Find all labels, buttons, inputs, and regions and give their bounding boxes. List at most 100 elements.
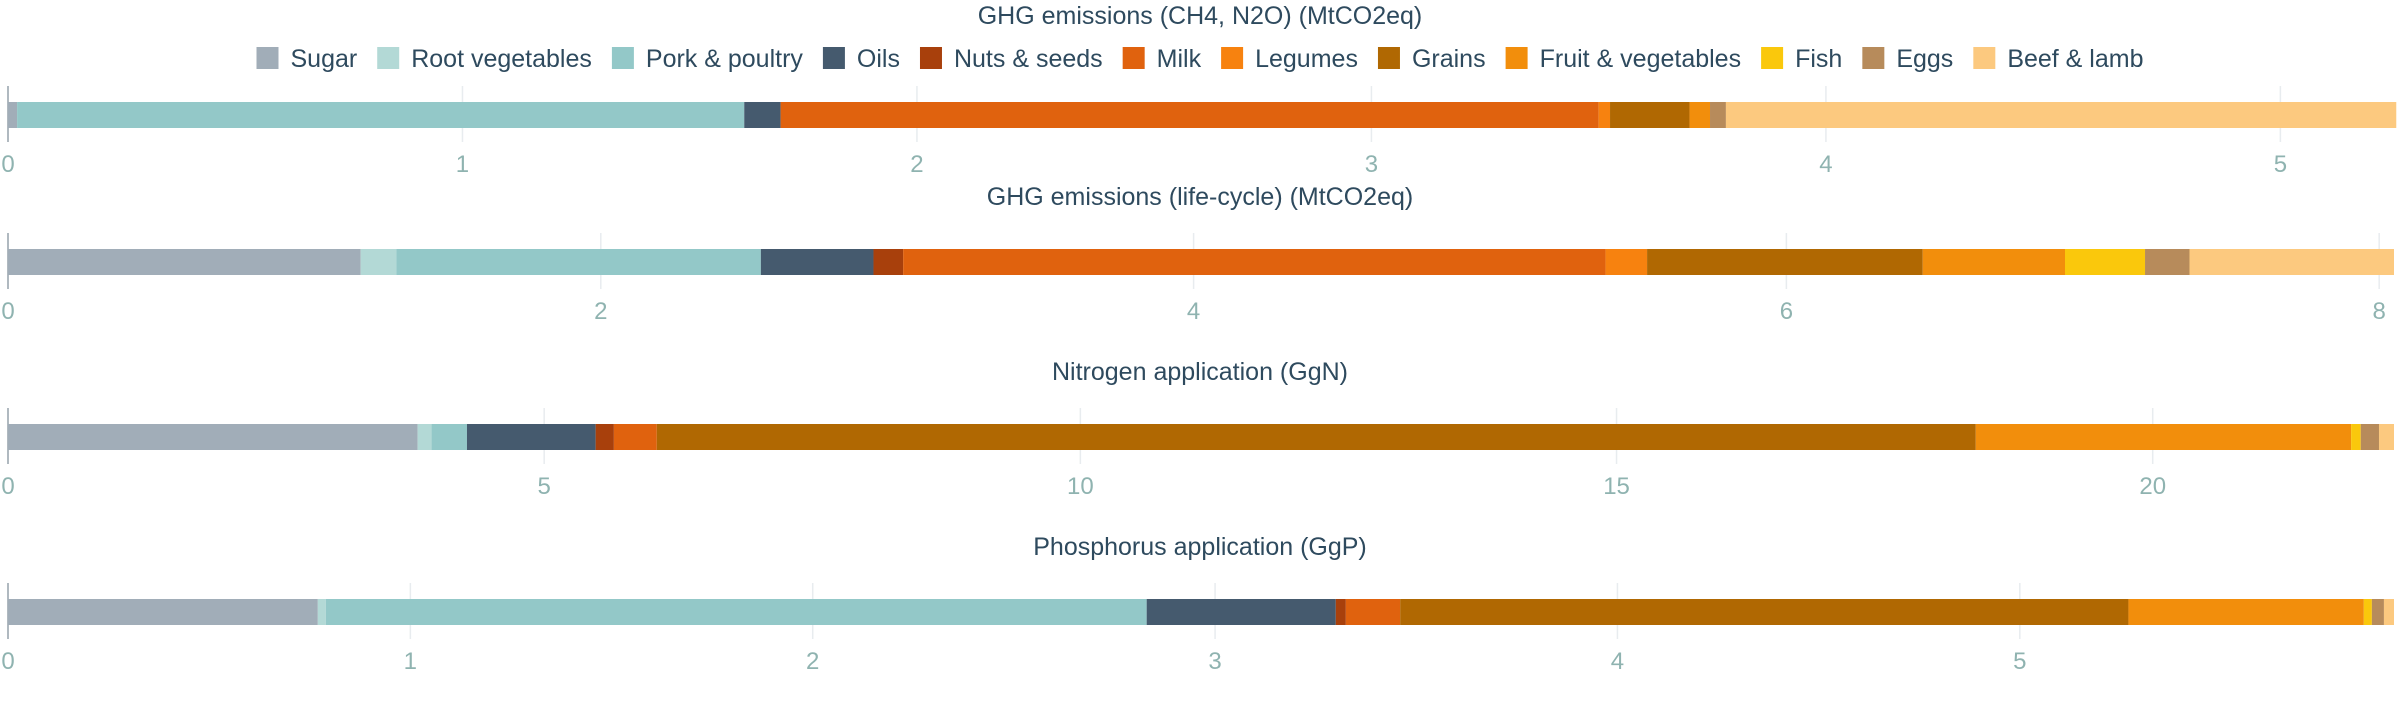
x-tick-label: 6: [1780, 298, 1793, 325]
bar-segment-grains[interactable]: [1400, 599, 2129, 625]
bar-segment-grains[interactable]: [1610, 102, 1690, 128]
legend-label: Grains: [1412, 45, 1486, 73]
legend-item-grains[interactable]: Grains: [1377, 45, 1486, 73]
bar-segment-milk[interactable]: [613, 424, 657, 450]
bar-segment-fruit-and-vegetables[interactable]: [1689, 102, 1711, 128]
legend-item-eggs[interactable]: Eggs: [1862, 45, 1953, 73]
bar-segment-sugar[interactable]: [8, 599, 318, 625]
bar-segment-pork-and-poultry[interactable]: [396, 249, 761, 275]
bar-segment-eggs[interactable]: [2371, 599, 2384, 625]
bar-segment-milk[interactable]: [1345, 599, 1401, 625]
x-tick-label: 3: [1208, 648, 1221, 675]
chart-panels: GHG emissions (CH4, N2O) (MtCO2eq) 0 1 2 3 4 5…: [1, 2, 2397, 675]
chart-panel-2: GHG emissions (life-cycle) (MtCO2eq) 0 2 4 6…: [1, 183, 2394, 325]
bar-segment-eggs[interactable]: [1710, 102, 1726, 128]
bar-segment-fruit-and-vegetables[interactable]: [2128, 599, 2364, 625]
bar-segment-milk[interactable]: [780, 102, 1599, 128]
bar-segment-nuts-and-seeds[interactable]: [1335, 599, 1346, 625]
bar-segment-legumes[interactable]: [1605, 249, 1648, 275]
bar-segment-fish[interactable]: [2363, 599, 2372, 625]
legend-item-fruit-and-vegetables[interactable]: Fruit & vegetables: [1505, 45, 1742, 73]
x-tick-label: 0: [1, 151, 14, 178]
chart-panel-4: Phosphorus application (GgP) 0 1 2 3 4 5: [1, 533, 2394, 675]
bar-segment-legumes[interactable]: [1598, 102, 1611, 128]
legend-item-fish[interactable]: Fish: [1761, 45, 1842, 73]
legend-swatch: [1377, 47, 1400, 69]
x-tick-label: 5: [2274, 151, 2287, 178]
x-tick-label: 3: [1365, 151, 1378, 178]
x-tick-label: 1: [404, 648, 417, 675]
bar-segment-milk[interactable]: [903, 249, 1606, 275]
legend-item-milk[interactable]: Milk: [1122, 45, 1202, 73]
legend-label: Eggs: [1896, 45, 1953, 73]
legend-item-root-vegetables[interactable]: Root vegetables: [377, 45, 592, 73]
bar-segment-root-vegetables[interactable]: [417, 424, 432, 450]
legend-label: Legumes: [1255, 45, 1358, 73]
bar-segment-beef-and-lamb[interactable]: [1725, 102, 2397, 128]
bar-segment-beef-and-lamb[interactable]: [2189, 249, 2394, 275]
legend-label: Nuts & seeds: [954, 45, 1103, 73]
bar-segment-eggs[interactable]: [2360, 424, 2379, 450]
legend-label: Oils: [857, 45, 900, 73]
chart-title: GHG emissions (CH4, N2O) (MtCO2eq): [978, 2, 1423, 30]
legend-label: Milk: [1157, 45, 1202, 73]
bar-segment-sugar[interactable]: [8, 424, 418, 450]
bar-segment-nuts-and-seeds[interactable]: [595, 424, 614, 450]
x-tick-label: 8: [2373, 298, 2386, 325]
bar-segment-grains[interactable]: [656, 424, 1976, 450]
bar-segment-root-vegetables[interactable]: [317, 599, 326, 625]
chart-panel-3: Nitrogen application (GgN) 0 5 10 15 20: [1, 358, 2394, 500]
bar-segment-fruit-and-vegetables[interactable]: [1975, 424, 2352, 450]
x-tick-label: 5: [538, 473, 551, 500]
x-tick-label: 0: [1, 473, 14, 500]
legend-item-beef-and-lamb[interactable]: Beef & lamb: [1973, 45, 2144, 73]
bar-segment-pork-and-poultry[interactable]: [431, 424, 467, 450]
x-tick-label: 4: [1187, 298, 1200, 325]
legend-swatch: [1122, 47, 1145, 69]
bar-segment-eggs[interactable]: [2145, 249, 2190, 275]
bar-segment-beef-and-lamb[interactable]: [2378, 424, 2394, 450]
bar-segment-grains[interactable]: [1647, 249, 1923, 275]
legend-label: Sugar: [290, 45, 357, 73]
bar-segment-root-vegetables[interactable]: [360, 249, 397, 275]
legend-label: Beef & lamb: [2007, 45, 2143, 73]
x-tick-label: 5: [2013, 648, 2026, 675]
legend-item-nuts-and-seeds[interactable]: Nuts & seeds: [919, 45, 1103, 73]
bar-segment-oils[interactable]: [744, 102, 781, 128]
x-tick-label: 0: [1, 298, 14, 325]
chart-panel-1: GHG emissions (CH4, N2O) (MtCO2eq) 0 1 2 3 4 5: [1, 2, 2397, 178]
bar-segment-fish[interactable]: [2064, 249, 2146, 275]
legend-label: Root vegetables: [411, 45, 592, 73]
legend-item-pork-and-poultry[interactable]: Pork & poultry: [611, 45, 804, 73]
chart-title: GHG emissions (life-cycle) (MtCO2eq): [987, 183, 1413, 211]
bar-segment-fruit-and-vegetables[interactable]: [1922, 249, 2065, 275]
legend-swatch: [377, 47, 400, 69]
x-tick-label: 2: [806, 648, 819, 675]
legend-swatch: [611, 47, 634, 69]
bar-segment-oils[interactable]: [760, 249, 874, 275]
bar-segment-oils[interactable]: [466, 424, 596, 450]
legend-item-oils[interactable]: Oils: [822, 45, 900, 73]
x-tick-label: 4: [1611, 648, 1624, 675]
x-tick-label: 20: [2139, 473, 2166, 500]
bar-segment-sugar[interactable]: [8, 249, 361, 275]
bar-segment-nuts-and-seeds[interactable]: [873, 249, 904, 275]
legend-item-sugar[interactable]: Sugar: [256, 45, 357, 73]
x-tick-label: 2: [594, 298, 607, 325]
legend-label: Fish: [1795, 45, 1842, 73]
legend-swatch: [1505, 47, 1528, 69]
x-tick-label: 2: [910, 151, 923, 178]
bar-segment-sugar[interactable]: [8, 102, 18, 128]
x-tick-label: 10: [1067, 473, 1094, 500]
legend-item-legumes[interactable]: Legumes: [1221, 45, 1358, 73]
legend-label: Fruit & vegetables: [1540, 45, 1742, 73]
bar-segment-pork-and-poultry[interactable]: [325, 599, 1147, 625]
chart-title: Phosphorus application (GgP): [1033, 533, 1367, 561]
bar-segment-fish[interactable]: [2351, 424, 2361, 450]
legend-swatch: [1862, 47, 1885, 69]
bar-segment-pork-and-poultry[interactable]: [17, 102, 745, 128]
bar-segment-oils[interactable]: [1146, 599, 1336, 625]
legend-swatch: [919, 47, 942, 69]
legend-swatch: [1221, 47, 1244, 69]
bar-segment-beef-and-lamb[interactable]: [2383, 599, 2394, 625]
